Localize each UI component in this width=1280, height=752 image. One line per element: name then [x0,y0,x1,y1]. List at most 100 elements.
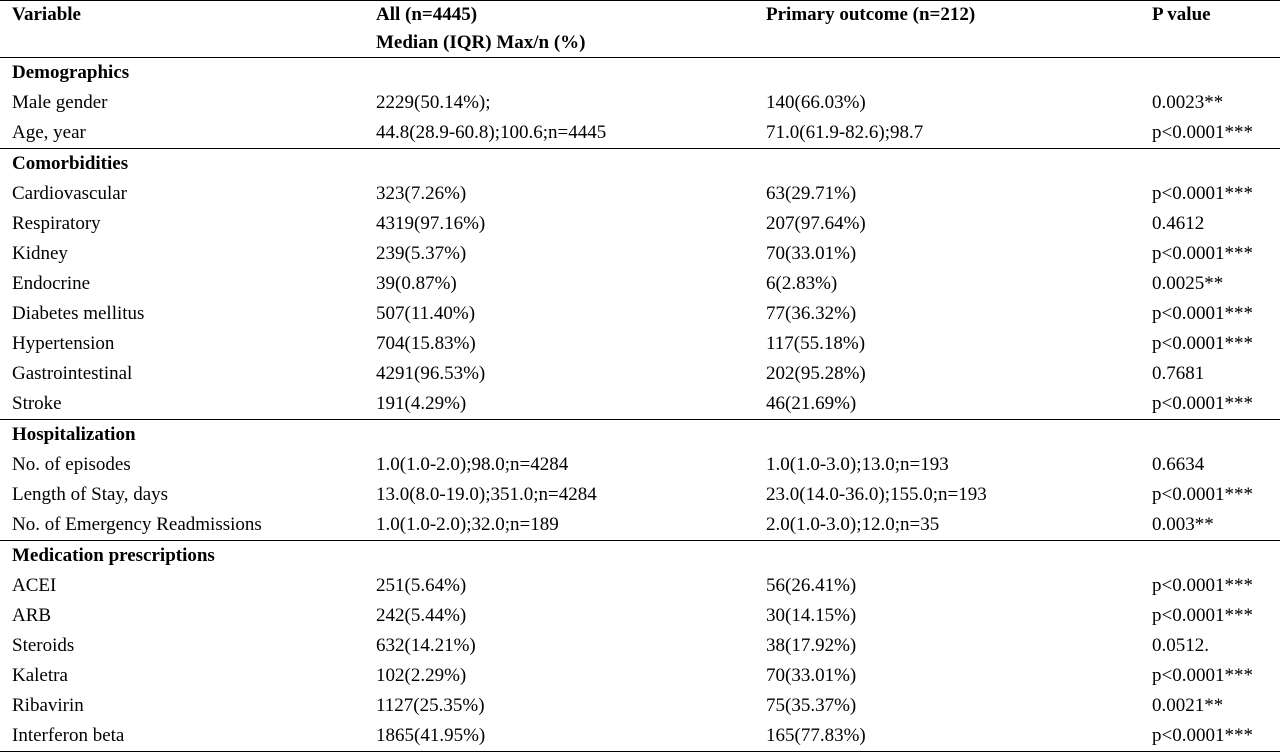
cell-variable: ACEI [12,575,57,596]
header-primary-outcome: Primary outcome (n=212) [754,0,1140,29]
cell-all: 1127(25.35%) [376,695,485,716]
section-title: Medication prescriptions [0,540,1280,571]
cell-variable: Interferon beta [0,721,364,752]
cell-primary-outcome: 56(26.41%) [766,575,857,596]
cell-variable: Steroids [12,635,75,656]
section-title: Hospitalization [0,419,1280,450]
table-row: Respiratory 4319(97.16%) 207(97.64%) 0.4612 [0,209,1280,239]
cell-primary-outcome: 1.0(1.0-3.0);13.0;n=193 [766,454,949,475]
cell-all: 191(4.29%) [376,393,467,414]
header-all-subtitle: Median (IQR) Max/n (%) [364,29,754,58]
cell-variable: Male gender [12,92,108,113]
cell-primary-outcome: 2.0(1.0-3.0);12.0;n=35 [766,514,940,535]
cell-p-value: 0.7681 [1152,363,1205,384]
cell-all: 323(7.26%) [376,183,467,204]
cell-variable: Gastrointestinal [12,363,133,384]
cell-primary-outcome: 23.0(14.0-36.0);155.0;n=193 [766,484,987,505]
section-header-row: Hospitalization [0,419,1280,450]
cell-all: 102(2.29%) [376,665,467,686]
section-header-row: Medication prescriptions [0,540,1280,571]
cell-variable: No. of episodes [12,454,131,475]
table-row: Ribavirin 1127(25.35%) 75(35.37%) 0.0021** [0,691,1280,721]
table-row: Steroids 632(14.21%) 38(17.92%) 0.0512. [0,631,1280,661]
cell-primary-outcome: 70(33.01%) [766,665,857,686]
cell-variable: Cardiovascular [12,183,128,204]
table-row: Kaletra 102(2.29%) 70(33.01%) p<0.0001*** [0,661,1280,691]
cell-primary-outcome: 30(14.15%) [766,605,857,626]
cell-p-value: 0.4612 [1152,213,1205,234]
header-variable: Variable [0,0,364,29]
cell-variable: ARB [12,605,52,626]
cell-p-value: p<0.0001*** [1152,484,1253,505]
cell-all: 13.0(8.0-19.0);351.0;n=4284 [376,484,597,505]
table-body: Demographics Male gender 2229(50.14%); 140(… [0,58,1280,752]
table-row: No. of Emergency Readmissions 1.0(1.0-2.0… [0,510,1280,541]
cell-variable: Stroke [12,393,62,414]
section-title: Comorbidities [0,148,1280,179]
table-row: Interferon beta 1865(41.95%) 165(77.83%) p<… [0,721,1280,752]
header-subrow: Median (IQR) Max/n (%) [0,29,1280,58]
cell-p-value: 0.0512. [1152,635,1209,656]
cell-p-value: 0.0021** [1152,695,1224,716]
table-row: No. of episodes 1.0(1.0-2.0);98.0;n=4284 1… [0,450,1280,480]
cell-variable: Ribavirin [12,695,84,716]
cell-primary-outcome: 46(21.69%) [766,393,857,414]
table-row: Kidney 239(5.37%) 70(33.01%) p<0.0001*** [0,239,1280,269]
cell-primary-outcome: 71.0(61.9-82.6);98.7 [766,122,924,143]
table-row: Male gender 2229(50.14%); 140(66.03%) 0.002… [0,88,1280,118]
table-row: Age, year 44.8(28.9-60.8);100.6;n=4445 71.… [0,118,1280,149]
cell-primary-outcome: 38(17.92%) [766,635,857,656]
cell-all: 1865(41.95%) [364,721,754,752]
cell-primary-outcome: 6(2.83%) [766,273,838,294]
cell-p-value: p<0.0001*** [1152,575,1253,596]
table-row: Cardiovascular 323(7.26%) 63(29.71%) p<0.00… [0,179,1280,209]
cell-all: 4319(97.16%) [376,213,486,234]
cell-all: 632(14.21%) [376,635,476,656]
cell-primary-outcome: 75(35.37%) [766,695,857,716]
cell-all: 39(0.87%) [376,273,457,294]
cell-primary-outcome: 140(66.03%) [766,92,866,113]
cell-all: 1.0(1.0-2.0);98.0;n=4284 [376,454,569,475]
cell-primary-outcome: 202(95.28%) [766,363,866,384]
cell-primary-outcome: 70(33.01%) [766,243,857,264]
cell-variable: Age, year [12,122,86,143]
cell-variable: Respiratory [12,213,101,234]
cell-p-value: p<0.0001*** [1152,605,1253,626]
section-header-row: Demographics [0,58,1280,89]
cell-all: 507(11.40%) [376,303,476,324]
cell-variable: Endocrine [12,273,91,294]
cell-p-value: p<0.0001*** [1152,665,1253,686]
cell-p-value: 0.0023** [1152,92,1224,113]
cell-all: 242(5.44%) [376,605,467,626]
cell-variable: Kidney [12,243,68,264]
cell-primary-outcome: 77(36.32%) [766,303,857,324]
table-row: Length of Stay, days 13.0(8.0-19.0);351.0… [0,480,1280,510]
cell-primary-outcome: 165(77.83%) [754,721,1140,752]
cell-variable: Kaletra [12,665,68,686]
cell-p-value: p<0.0001*** [1152,183,1253,204]
table-row: Diabetes mellitus 507(11.40%) 77(36.32%) p<… [0,299,1280,329]
section-title: Demographics [12,62,130,83]
cell-p-value: p<0.0001*** [1152,122,1253,143]
header-row: Variable All (n=4445) Primary outcome (n… [0,0,1280,29]
cell-primary-outcome: 117(55.18%) [766,333,866,354]
cell-all: 1.0(1.0-2.0);32.0;n=189 [376,514,559,535]
cell-all: 704(15.83%) [376,333,476,354]
header-all: All (n=4445) [364,0,754,29]
cell-p-value: p<0.0001*** [1152,333,1253,354]
cell-p-value: p<0.0001*** [1152,303,1253,324]
cell-p-value: p<0.0001*** [1152,393,1253,414]
table-row: Stroke 191(4.29%) 46(21.69%) p<0.0001*** [0,389,1280,420]
cell-p-value: 0.0025** [1152,273,1224,294]
cell-p-value: 0.003** [1152,514,1214,535]
cell-primary-outcome: 207(97.64%) [766,213,866,234]
table-row: ARB 242(5.44%) 30(14.15%) p<0.0001*** [0,601,1280,631]
cell-primary-outcome: 63(29.71%) [766,183,857,204]
table-row: Endocrine 39(0.87%) 6(2.83%) 0.0025** [0,269,1280,299]
table-row: Gastrointestinal 4291(96.53%) 202(95.28%) 0… [0,359,1280,389]
table-row: ACEI 251(5.64%) 56(26.41%) p<0.0001*** [0,571,1280,601]
cell-variable: No. of Emergency Readmissions [12,514,262,535]
section-header-row: Comorbidities [0,148,1280,179]
cell-variable: Length of Stay, days [12,484,169,505]
